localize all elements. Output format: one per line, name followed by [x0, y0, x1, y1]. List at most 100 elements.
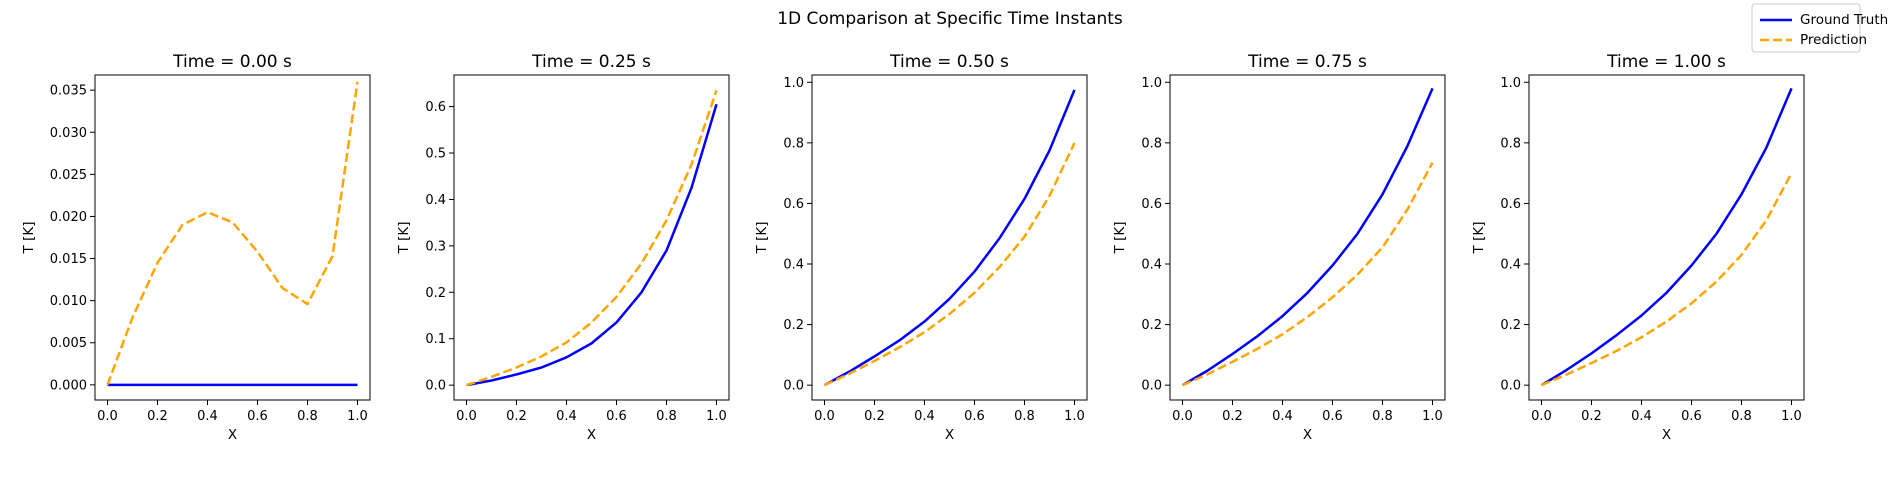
x-tick-label: 1.0	[1422, 409, 1443, 424]
x-tick-label: 0.2	[506, 409, 527, 424]
axes-frame	[1169, 74, 1446, 401]
subplot-title: Time = 0.25 s	[531, 52, 651, 72]
subplot-title: Time = 0.50 s	[889, 52, 1009, 72]
subplots: Time = 0.00 s0.0 0.2 0.4 0.6 0.8 1.00.0000.00…	[21, 52, 1805, 443]
y-tick-label: 0.020	[50, 210, 87, 225]
x-tick-label: 0.0	[97, 409, 118, 424]
y-tick-label: 0.1	[425, 332, 446, 347]
x-tick-label: 0.0	[814, 409, 835, 424]
series-line-prediction	[1541, 172, 1793, 387]
x-tick-label: 0.6	[1322, 409, 1343, 424]
x-axis-label: X	[228, 427, 237, 443]
series-line-prediction	[106, 81, 359, 386]
x-tick-label: 0.2	[147, 409, 168, 424]
x-tick-label: 1.0	[347, 409, 368, 424]
y-tick-label: 0.6	[783, 197, 804, 212]
y-tick-label: 0.2	[1141, 318, 1162, 333]
y-tick-label: 0.4	[1500, 258, 1521, 273]
y-tick-label: 0.0	[1141, 379, 1162, 394]
x-tick-label: 0.0	[1172, 409, 1193, 424]
y-tick-label: 0.5	[425, 147, 446, 162]
series-line-prediction	[823, 142, 1076, 387]
x-tick-label: 0.6	[247, 409, 268, 424]
x-tick-label: 0.8	[1014, 409, 1035, 424]
axes-frame	[811, 74, 1088, 401]
y-tick-label: 0.2	[783, 318, 804, 333]
y-tick-label: 0.030	[50, 126, 87, 141]
y-tick-label: 0.015	[50, 252, 87, 267]
y-tick-label: 0.6	[1500, 197, 1521, 212]
y-tick-label: 0.3	[425, 239, 446, 254]
x-tick-label: 0.4	[914, 409, 935, 424]
subplot-title: Time = 0.00 s	[172, 52, 292, 72]
legend: Ground Truth Prediction	[1751, 3, 1888, 53]
x-tick-label: 0.8	[297, 409, 318, 424]
axes-frame	[453, 74, 730, 401]
x-axis-label: X	[587, 427, 596, 443]
x-tick-label: 0.0	[456, 409, 477, 424]
subplot-title: Time = 0.75 s	[1247, 52, 1367, 72]
x-tick-label: 1.0	[1064, 409, 1085, 424]
y-tick-label: 0.0	[425, 379, 446, 394]
y-tick-label: 0.8	[783, 136, 804, 151]
x-tick-label: 0.8	[1731, 409, 1752, 424]
y-tick-label: 0.4	[1141, 258, 1162, 273]
x-tick-label: 0.2	[1222, 409, 1243, 424]
y-tick-label: 0.4	[425, 193, 446, 208]
y-axis-label: T [K]	[396, 222, 412, 255]
y-tick-label: 0.4	[783, 258, 804, 273]
x-axis-label: X	[1303, 427, 1312, 443]
y-tick-label: 0.6	[425, 100, 446, 115]
y-tick-label: 1.0	[1141, 76, 1162, 91]
x-tick-label: 0.8	[1372, 409, 1393, 424]
series-line-ground-truth	[823, 89, 1076, 387]
subplot-1: Time = 0.25 s 0.0 0.2 0.4 0.6 0.8 1.0 0.0 0.1 0.2…	[396, 52, 730, 443]
subplot-title: Time = 1.00 s	[1606, 52, 1726, 72]
series-line-ground-truth	[1540, 87, 1793, 387]
y-tick-label: 0.000	[50, 378, 87, 393]
y-tick-label: 1.0	[783, 76, 804, 91]
series-line-prediction	[466, 89, 718, 387]
y-axis-label: T [K]	[1112, 222, 1128, 255]
x-tick-label: 0.6	[606, 409, 627, 424]
y-tick-label: 0.2	[1500, 318, 1521, 333]
y-tick-label: 0.025	[50, 168, 87, 183]
y-tick-label: 0.035	[50, 84, 87, 99]
y-axis-label: T [K]	[1471, 222, 1487, 255]
x-tick-label: 0.6	[1681, 409, 1702, 424]
legend-label-prediction: Prediction	[1800, 32, 1867, 48]
y-tick-label: 0.005	[50, 336, 87, 351]
x-tick-label: 0.4	[197, 409, 218, 424]
subplot-0: Time = 0.00 s 0.0 0.2 0.4 0.6 0.8 1.0 0.000 0.00…	[21, 52, 371, 443]
subplot-3: Time = 0.75 s 0.0 0.2 0.4 0.6 0.8 1.0 0.0 0.2 0.4…	[1112, 52, 1446, 443]
x-tick-label: 0.2	[1581, 409, 1602, 424]
x-axis-label: X	[1662, 427, 1671, 443]
y-tick-label: 0.2	[425, 286, 446, 301]
y-tick-label: 0.6	[1141, 197, 1162, 212]
axes-frame	[94, 74, 371, 401]
series-line-prediction	[1182, 161, 1434, 387]
x-tick-label: 1.0	[1781, 409, 1802, 424]
figure-title: 1D Comparison at Specific Time Instants	[777, 9, 1123, 29]
series-line-ground-truth	[466, 103, 718, 387]
x-tick-label: 0.4	[1272, 409, 1293, 424]
y-tick-label: 0.010	[50, 294, 87, 309]
axes-frame	[1528, 74, 1805, 401]
y-tick-label: 0.0	[1500, 379, 1521, 394]
subplot-2: Time = 0.50 s 0.0 0.2 0.4 0.6 0.8 1.0 0.0 0.2 0.4…	[754, 52, 1088, 443]
x-tick-label: 0.0	[1531, 409, 1552, 424]
y-axis-label: T [K]	[21, 222, 37, 255]
legend-label-ground-truth: Ground Truth	[1800, 12, 1888, 28]
y-tick-label: 0.8	[1141, 136, 1162, 151]
x-tick-label: 0.8	[656, 409, 677, 424]
y-axis-label: T [K]	[754, 222, 770, 255]
x-tick-label: 0.6	[964, 409, 985, 424]
x-axis-label: X	[945, 427, 954, 443]
x-tick-label: 0.2	[864, 409, 885, 424]
x-tick-label: 0.4	[1631, 409, 1652, 424]
y-tick-label: 0.8	[1500, 136, 1521, 151]
subplot-4: Time = 1.00 s 0.0 0.2 0.4 0.6 0.8 1.0 0.0 0.2 0.4…	[1471, 52, 1805, 443]
series-line-ground-truth	[1181, 87, 1434, 387]
x-tick-label: 0.4	[556, 409, 577, 424]
